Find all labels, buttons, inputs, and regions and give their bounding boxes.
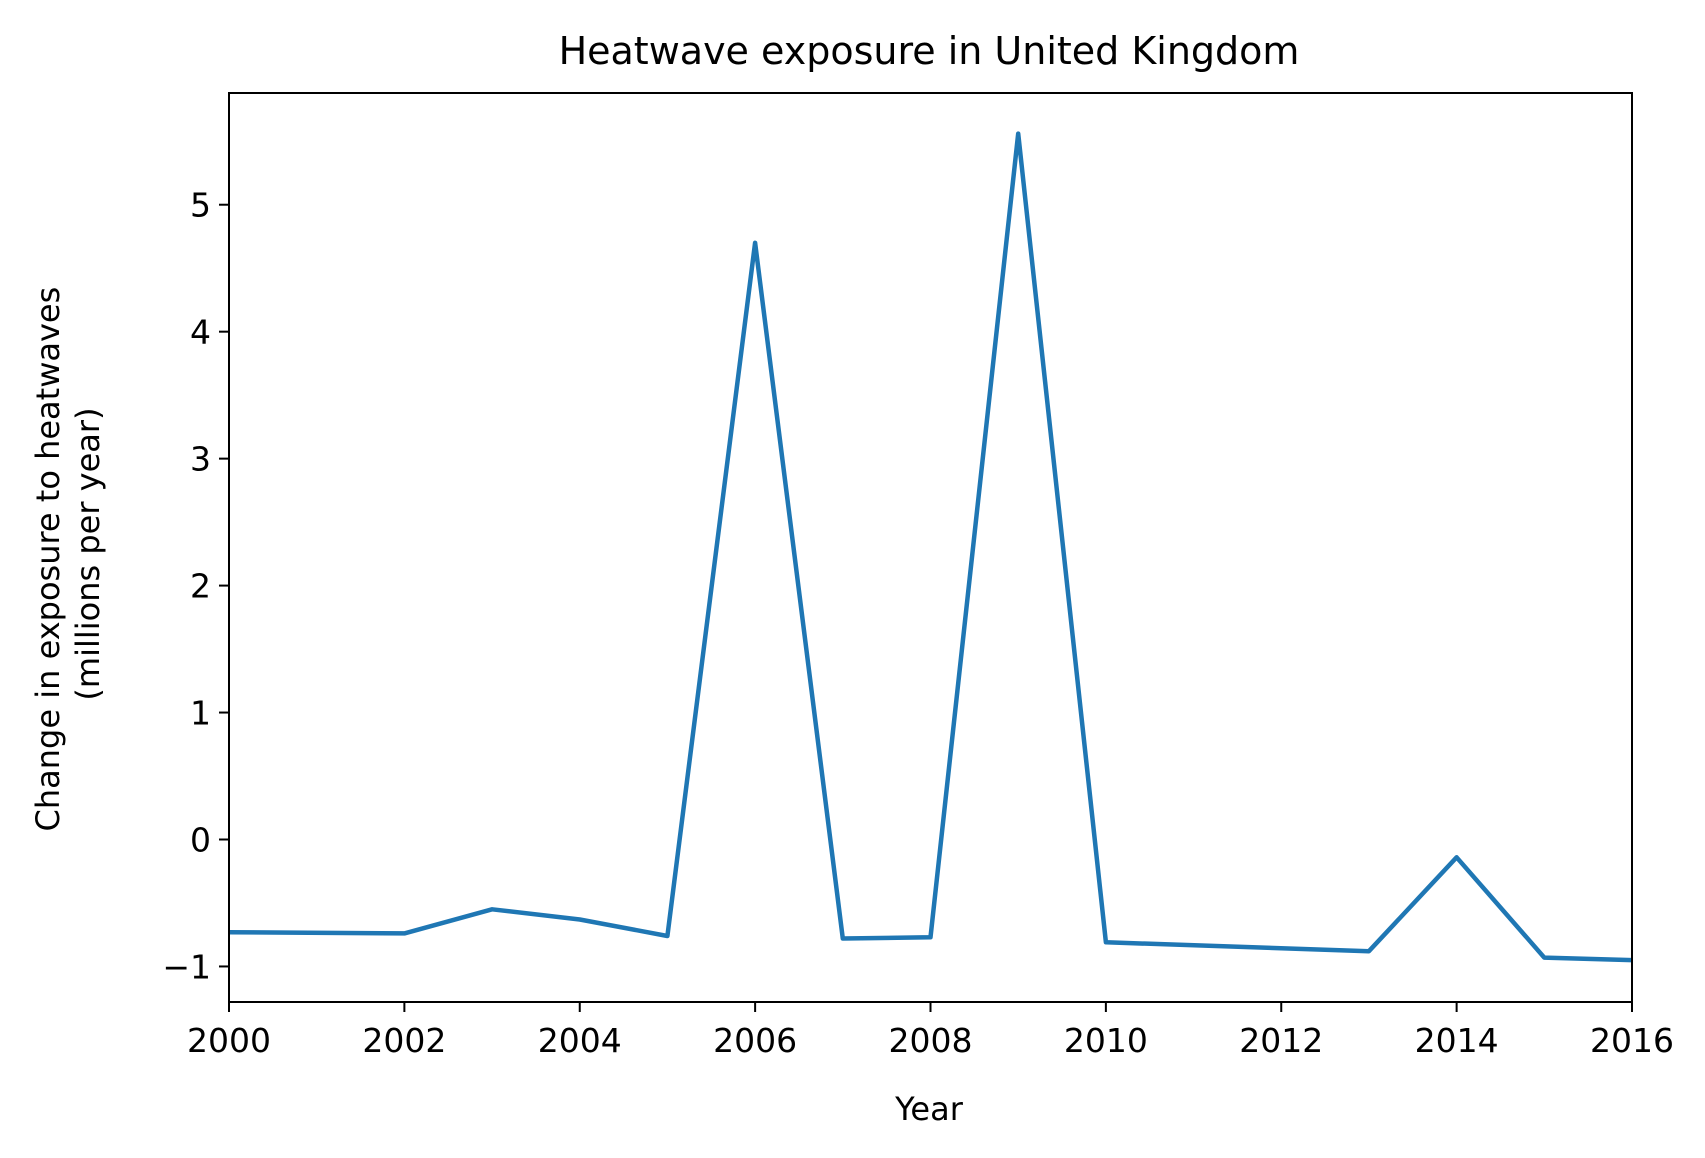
series-line	[228, 131, 1633, 963]
x-tick-label: 2002	[362, 1021, 446, 1060]
y-axis: −1 0 1 2 3 4 5	[162, 186, 229, 986]
x-tick-label: 2004	[538, 1021, 622, 1060]
chart-title: Heatwave exposure in United Kingdom	[559, 29, 1300, 73]
y-tick-label: −1	[162, 947, 211, 986]
x-tick-label: 2000	[187, 1021, 271, 1060]
x-tick-label: 2014	[1415, 1021, 1499, 1060]
x-axis: 2000 2002 2004 2006 2008 2010 2012 2014 2016	[187, 1002, 1674, 1060]
y-axis-label-line-2: (millions per year)	[69, 407, 107, 700]
y-tick-label: 4	[190, 313, 211, 352]
y-tick-label: 2	[190, 567, 211, 606]
x-tick-label: 2010	[1064, 1021, 1148, 1060]
y-axis-label-line-1: Change in exposure to heatwaves	[29, 287, 67, 832]
x-tick-label: 2008	[889, 1021, 973, 1060]
y-tick-label: 3	[190, 440, 211, 479]
x-tick-label: 2012	[1239, 1021, 1323, 1060]
y-tick-label: 0	[190, 820, 211, 859]
x-axis-label: Year	[894, 1090, 964, 1128]
y-tick-label: 5	[190, 186, 211, 225]
y-axis-label: Change in exposure to heatwaves (million…	[29, 277, 107, 832]
x-tick-label: 2016	[1590, 1021, 1674, 1060]
y-tick-label: 1	[190, 694, 211, 733]
x-tick-label: 2006	[713, 1021, 797, 1060]
